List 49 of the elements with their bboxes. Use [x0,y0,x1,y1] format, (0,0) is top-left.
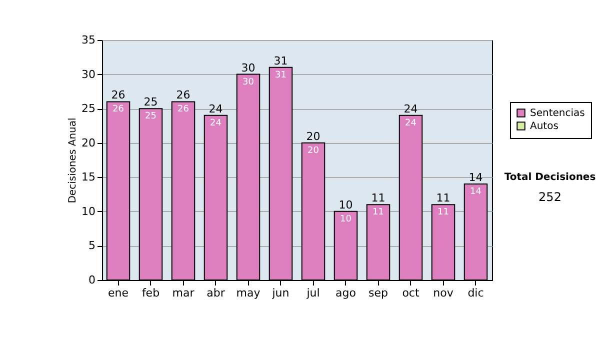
y-tick-label: 20 [82,136,96,150]
y-tick-label: 10 [82,204,96,218]
y-tick-label: 5 [88,239,96,252]
x-tick-label: ene [108,286,129,300]
text: 252 [538,190,562,204]
data-label: 25 [145,112,156,122]
total-label: 14 [468,171,483,184]
data-label: 20 [308,146,320,156]
y-tick-label: 35 [82,34,96,46]
total-label: 25 [144,96,158,109]
y-tick-label: 25 [82,102,96,116]
x-tick-label: oct [402,286,420,300]
x-tick-label: jul [306,286,320,300]
total-label: 24 [404,102,418,116]
text: Total Decisiones [503,172,597,183]
total-label: 26 [176,88,190,102]
y-tick-label: 15 [82,170,96,184]
total-label: 20 [306,130,320,143]
total-label: 10 [338,198,353,212]
legend-label: Sentencias [530,108,585,119]
y-tick-label: 0 [88,274,96,286]
data-label: 31 [275,70,286,80]
x-tick-label: may [236,286,261,300]
data-label: 14 [470,187,482,197]
y-axis-title: Decisiones Anual [68,118,79,204]
total-label: 31 [274,54,288,68]
data-label: 26 [112,104,124,115]
x-tick-label: nov [433,286,454,300]
total-label: 26 [111,88,126,102]
legend-label: Autos [530,121,558,132]
total-label: 30 [241,61,256,74]
data-label: 24 [405,118,417,128]
data-label: 24 [210,118,222,128]
data-label: 11 [438,208,449,218]
y-tick-label: 30 [82,68,96,81]
total-label: 24 [208,102,223,116]
x-tick-label: mar [172,286,195,300]
x-tick-label: feb [142,286,160,300]
data-label: 30 [242,77,254,88]
x-tick-label: sep [368,286,388,300]
x-tick-label: ago [336,286,356,300]
total-label: 11 [436,192,450,205]
x-tick-label: abr [206,286,226,300]
data-label: 11 [372,208,384,218]
x-tick-label: dic [468,286,484,300]
x-tick-label: jun [271,286,290,300]
total-label: 11 [371,192,386,205]
data-label: 10 [340,214,352,224]
data-label: 26 [178,104,190,115]
